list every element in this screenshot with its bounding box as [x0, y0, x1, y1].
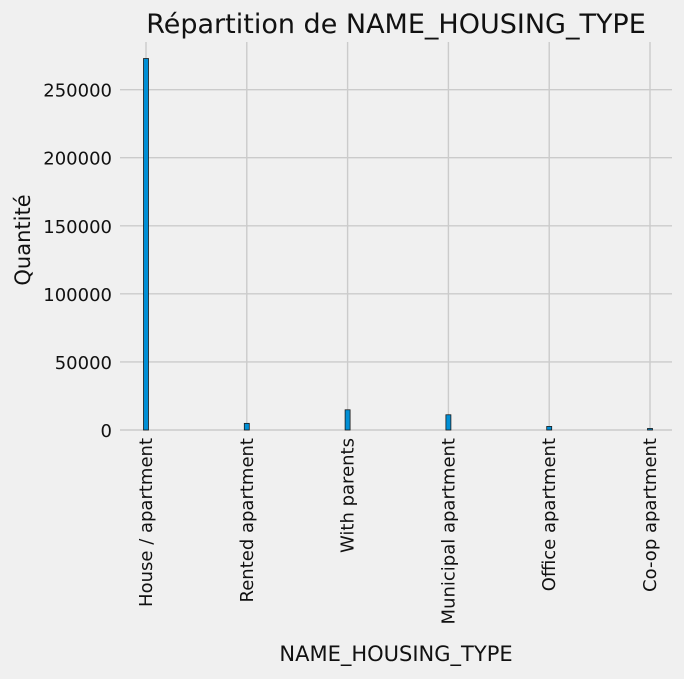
y-tick-label: 0 — [101, 421, 112, 442]
x-tick-label: With parents — [338, 438, 359, 553]
y-tick-label: 100000 — [43, 285, 112, 306]
x-tick-labels: House / apartment Rented apartment With pa… — [136, 438, 661, 624]
bar — [647, 428, 653, 431]
x-tick-label: House / apartment — [136, 438, 157, 607]
x-tick-label: Municipal apartment — [438, 438, 459, 624]
chart-title: Répartition de NAME_HOUSING_TYPE — [146, 9, 646, 40]
y-tick-label: 250000 — [43, 81, 112, 102]
bars — [143, 58, 653, 431]
bar — [143, 58, 149, 431]
bar — [344, 409, 351, 431]
y-tick-label: 200000 — [43, 149, 112, 170]
bar — [243, 422, 250, 431]
bar — [445, 414, 452, 431]
y-tick-label: 50000 — [55, 353, 112, 374]
grid-lines — [120, 42, 672, 431]
x-tick-label: Office apartment — [539, 438, 560, 591]
x-tick-label: Rented apartment — [237, 438, 258, 602]
y-axis-label: Quantité — [11, 194, 35, 285]
x-axis-label: NAME_HOUSING_TYPE — [279, 642, 512, 667]
x-tick-label: Co-op apartment — [640, 438, 661, 592]
y-tick-labels: 0 50000 100000 150000 200000 250000 — [43, 81, 112, 442]
bar — [546, 426, 553, 431]
y-tick-label: 150000 — [43, 217, 112, 238]
